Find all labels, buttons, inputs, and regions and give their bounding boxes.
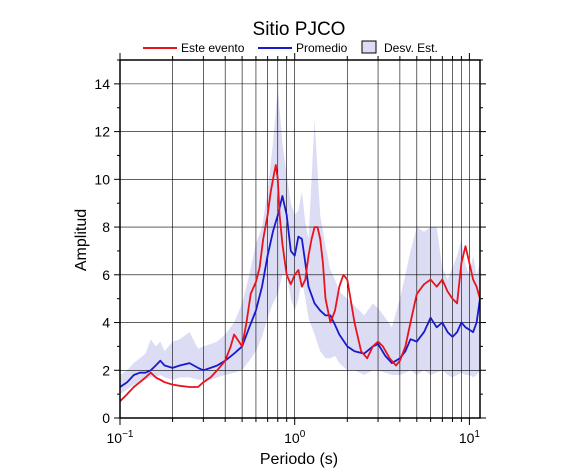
std-band [120, 88, 480, 395]
y-tick-label: 6 [102, 267, 110, 283]
plot-area: 0 2 4 6 8 10 12 14 10−1 100 101 [94, 53, 486, 446]
y-axis-label: Amplitud [73, 209, 90, 271]
y-tick-label: 10 [94, 171, 110, 187]
x-tick-label: 101 [459, 429, 481, 446]
legend-label-event: Este evento [181, 41, 245, 55]
legend-label-mean: Promedio [296, 41, 348, 55]
x-tick-label: 100 [284, 429, 306, 446]
y-tick-label: 0 [102, 410, 110, 426]
x-axis-label: Periodo (s) [260, 451, 338, 468]
y-tick-label: 2 [102, 362, 110, 378]
x-tick-label: 10−1 [107, 429, 134, 446]
y-tick-label: 4 [102, 315, 110, 331]
series-line-promedio [120, 195, 480, 388]
plot-frame [119, 59, 481, 419]
legend: Este evento Promedio Desv. Est. [143, 40, 438, 55]
legend-label-std: Desv. Est. [384, 41, 438, 55]
y-tick-label: 8 [102, 219, 110, 235]
series-line-este-evento [120, 164, 480, 402]
chart-title: Sitio PJCO [253, 19, 346, 40]
legend-swatch-std [361, 40, 377, 54]
y-tick-label: 12 [94, 124, 110, 140]
y-tick-label: 14 [94, 76, 110, 92]
